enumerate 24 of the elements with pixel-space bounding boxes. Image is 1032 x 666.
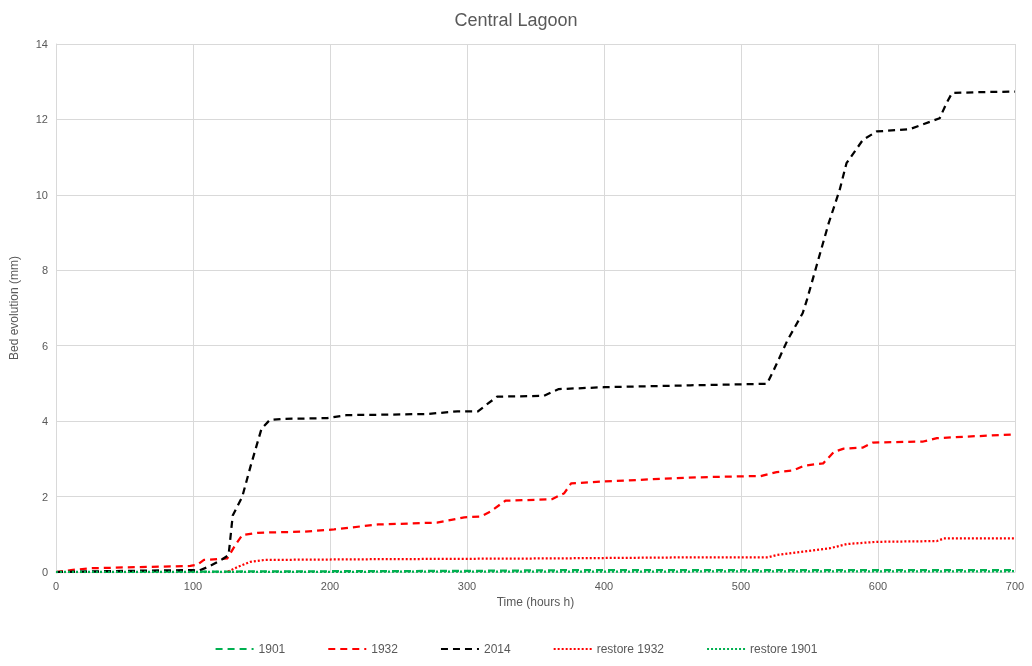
y-tick-label: 2 <box>41 490 48 503</box>
legend-label: restore 1901 <box>750 642 818 656</box>
y-tick-label: 14 <box>35 38 48 50</box>
y-tick-label: 12 <box>35 113 48 126</box>
legend-label: restore 1932 <box>596 642 665 656</box>
y-axis-title: Bed evolution (mm) <box>7 255 21 361</box>
x-axis-title: Time (hours h) <box>496 594 575 609</box>
legend-label: 2014 <box>483 642 511 656</box>
legend-label: 1901 <box>258 642 286 656</box>
x-tick-label: 300 <box>457 579 477 592</box>
chart-title: Central Lagoon <box>454 10 578 30</box>
y-tick-label: 10 <box>35 188 48 201</box>
x-tick-label: 500 <box>731 579 751 592</box>
x-tick-label: 200 <box>320 579 340 592</box>
legend-label: 1932 <box>371 642 399 656</box>
y-tick-label: 8 <box>41 264 48 277</box>
x-tick-label: 100 <box>183 579 203 592</box>
x-tick-label: 0 <box>52 579 60 592</box>
x-tick-label: 400 <box>594 579 614 592</box>
x-tick-label: 700 <box>1005 579 1025 592</box>
x-tick-label: 600 <box>868 579 888 592</box>
y-tick-label: 4 <box>41 415 48 428</box>
y-tick-label: 0 <box>41 566 48 578</box>
y-tick-label: 6 <box>41 339 48 352</box>
